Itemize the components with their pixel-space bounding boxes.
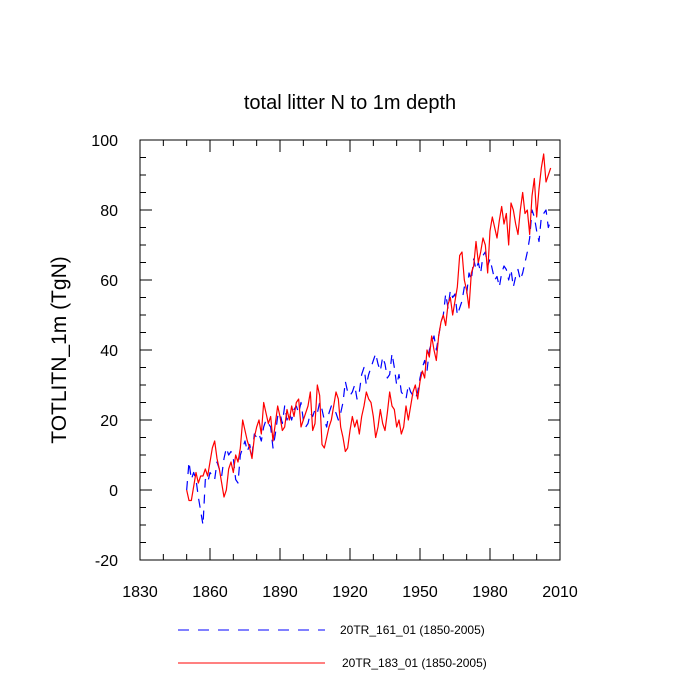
- x-tick-label: 2010: [542, 584, 578, 601]
- x-tick-label: 1830: [122, 584, 158, 601]
- y-tick-label: 40: [100, 343, 118, 360]
- chart-title: total litter N to 1m depth: [244, 92, 456, 114]
- x-tick-label: 1950: [402, 584, 438, 601]
- y-tick-label: 0: [109, 483, 118, 500]
- legend-label-2: 20TR_183_01 (1850-2005): [342, 656, 487, 670]
- x-tick-label: 1860: [192, 584, 228, 601]
- x-tick-label: 1980: [472, 584, 508, 601]
- y-tick-label: 100: [91, 133, 118, 150]
- legend-label-1: 20TR_161_01 (1850-2005): [340, 623, 485, 637]
- y-tick-label: -20: [95, 553, 118, 570]
- series-line-2: [186, 153, 552, 502]
- series-line-1: [186, 209, 552, 526]
- x-tick-label: 1890: [262, 584, 298, 601]
- y-tick-label: 80: [100, 203, 118, 220]
- x-tick-label: 1920: [332, 584, 368, 601]
- plot-frame: [139, 139, 561, 561]
- y-axis-label: TOTLITN_1m (TgN): [48, 256, 71, 443]
- y-tick-label: 20: [100, 413, 118, 430]
- y-tick-label: 60: [100, 273, 118, 290]
